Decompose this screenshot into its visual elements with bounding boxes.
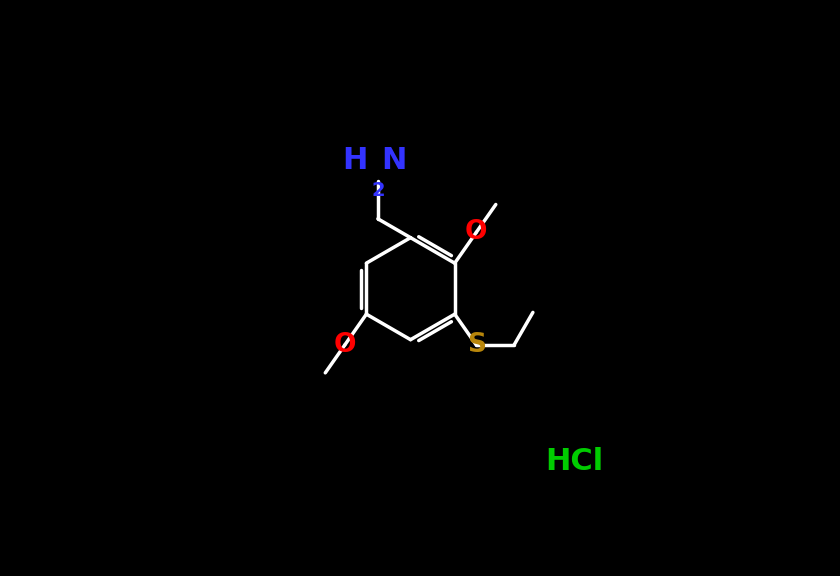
Text: N: N <box>381 146 407 175</box>
Text: O: O <box>465 219 487 245</box>
Text: S: S <box>467 332 486 358</box>
Text: HCl: HCl <box>545 447 604 476</box>
Text: H: H <box>343 146 368 175</box>
Text: O: O <box>333 332 356 358</box>
Text: 2: 2 <box>371 181 385 200</box>
